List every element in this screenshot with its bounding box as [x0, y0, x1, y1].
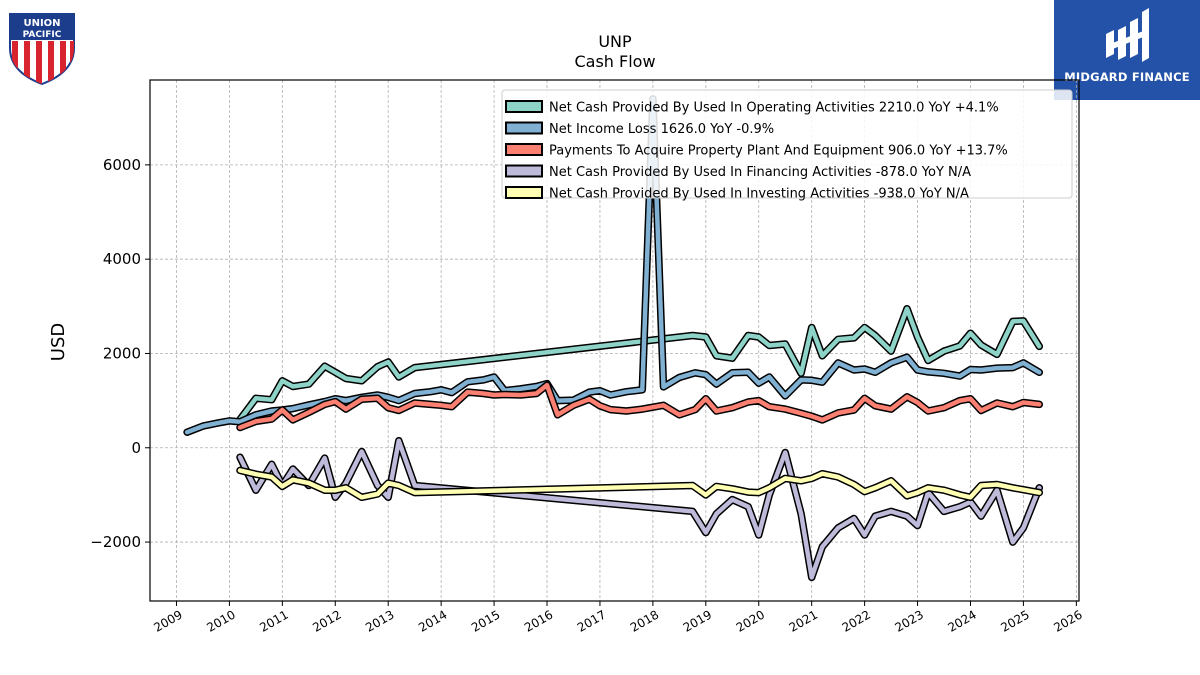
legend-swatch — [505, 121, 543, 135]
x-tick-label: 2015 — [469, 607, 502, 634]
legend: Net Cash Provided By Used In Operating A… — [501, 89, 1073, 202]
x-tick-label: 2024 — [945, 607, 978, 634]
legend-swatch — [505, 164, 543, 178]
series-line — [237, 438, 1042, 580]
chart-subtitle: Cash Flow — [574, 52, 655, 71]
x-tick-label: 2010 — [204, 607, 237, 634]
series-line-outline — [236, 436, 1044, 582]
logo-left-line2: PACIFIC — [23, 30, 62, 40]
midgard-finance-name: MIDGARD FINANCE — [1064, 70, 1190, 84]
legend-label: Net Cash Provided By Used In Investing A… — [549, 187, 969, 202]
chart-title: UNP — [598, 32, 632, 51]
x-tick-label: 2013 — [363, 607, 396, 634]
legend-label: Net Income Loss 1626.0 YoY -0.9% — [549, 122, 774, 137]
union-pacific-logo: UNION PACIFIC — [6, 8, 78, 86]
legend-swatch — [505, 143, 543, 156]
y-tick-label: 6000 — [103, 156, 141, 174]
legend-swatch — [505, 100, 543, 113]
series-line — [237, 306, 1042, 422]
midgard-finance-logo: MIDGARD FINANCE — [1054, 0, 1200, 100]
x-tick-label: 2016 — [522, 607, 555, 634]
logo-left-line1: UNION — [23, 18, 60, 29]
x-tick-label: 2017 — [575, 607, 608, 634]
legend-box — [501, 89, 1073, 199]
x-tick-label: 2009 — [151, 607, 184, 634]
y-tick-label: 4000 — [103, 250, 141, 268]
legend-label: Net Cash Provided By Used In Operating A… — [549, 101, 999, 116]
x-tick-label: 2021 — [787, 607, 820, 634]
series-line — [237, 468, 1042, 500]
y-tick-label: −2000 — [90, 533, 141, 551]
legend-label: Payments To Acquire Property Plant And E… — [549, 144, 1008, 159]
y-axis-label: USD — [48, 323, 69, 361]
x-tick-label: 2014 — [416, 607, 449, 634]
x-tick-label: 2020 — [734, 607, 767, 634]
x-tick-label: 2023 — [893, 607, 926, 634]
series-line — [237, 382, 1042, 430]
plot-frame — [149, 79, 1080, 602]
x-tick-label: 2025 — [998, 607, 1031, 634]
y-tick-label: 2000 — [103, 344, 141, 362]
x-tick-label: 2026 — [1051, 607, 1084, 634]
series-lines — [183, 95, 1044, 582]
x-tick-label: 2011 — [257, 607, 290, 634]
x-tick-label: 2022 — [840, 607, 873, 634]
midgard-mark-icon — [1106, 8, 1149, 62]
legend-swatch — [505, 186, 543, 199]
y-tick-label: 0 — [131, 439, 141, 457]
x-tick-label: 2018 — [628, 607, 661, 634]
x-tick-label: 2019 — [681, 607, 714, 634]
legend-label: Net Cash Provided By Used In Financing A… — [549, 165, 971, 180]
x-tick-label: 2012 — [310, 607, 343, 634]
